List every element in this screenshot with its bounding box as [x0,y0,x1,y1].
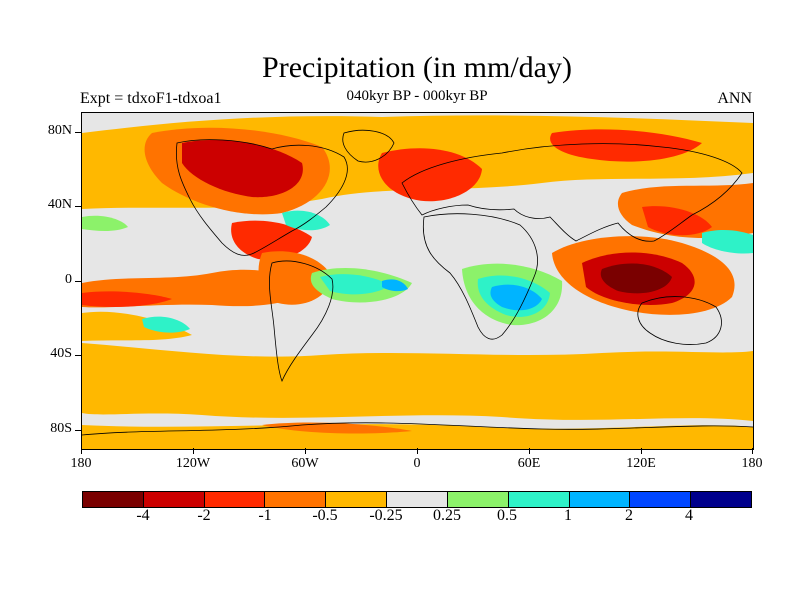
colorbar-label-7: 0.5 [497,507,517,524]
season-label: ANN [717,90,752,107]
south-atlantic-strong-wetting [320,274,390,295]
lon-tick-mark-60w [305,448,306,454]
lon-tick-0: 0 [413,456,421,471]
coastline-africa [422,213,538,340]
west-pacific-drying [642,206,712,236]
lon-tick-mark-180w [81,448,82,454]
colorbar-swatch-6 [387,492,448,507]
north-atlantic-wetting [282,210,330,231]
lon-tick-120e: 120E [626,456,656,471]
lat-tick-0: 0 [65,272,72,287]
lat-tick-40n: 40N [47,197,72,212]
west-pacific-wetting [702,229,753,254]
colorbar-label-5: -0.25 [369,507,403,524]
siberia-drying [550,129,702,162]
lat-tick-40s: 40S [50,346,72,361]
lon-tick-mark-180e [752,448,753,454]
lon-tick-120w: 120W [175,456,211,471]
colorbar-swatch-4 [265,492,327,507]
tropical-atlantic-wetting [382,279,408,292]
colorbar-swatch-5 [326,492,388,507]
south-pacific-wetting [142,316,190,333]
lat-tick-mark-40s [75,355,81,356]
lon-tick-60e: 60E [517,456,541,471]
colorbar [82,491,752,508]
colorbar-label-6: 0.25 [433,507,461,524]
experiment-label: Expt = tdxoF1-tdxoa1 [80,90,222,107]
coastline-eurasia [401,143,743,242]
colorbar-swatch-7 [447,492,509,507]
coastline-south-america [269,260,334,383]
lat-tick-mark-80n [75,132,81,133]
colorbar-label-1: -4 [136,507,150,524]
south-america-drying [258,251,332,305]
lat-tick-mark-40n [75,206,81,207]
coastline-australia [637,296,722,345]
lon-tick-mark-120w [193,448,194,454]
southeast-pacific-drying [82,311,192,341]
coastline-north-america [175,139,348,256]
colorbar-label-10: 4 [685,507,693,524]
north-pacific-wetting [82,215,128,231]
colorbar-label-2: -2 [197,507,211,524]
lat-tick-mark-0 [75,281,81,282]
indian-ocean-strong-wetting [490,284,542,311]
lat-tick-mark-80s [75,430,81,431]
map-title: Precipitation (in mm/day) [262,51,572,84]
eastern-pacific-strong-drying [82,291,172,307]
colorbar-swatch-8 [508,492,570,507]
colorbar-swatch-10 [630,492,692,507]
southern-ocean-drying-band [82,343,753,421]
colorbar-swatch-2 [143,492,205,507]
lon-tick-mark-0 [417,448,418,454]
colorbar-label-3: -1 [258,507,272,524]
lat-tick-80s: 80S [50,421,72,436]
colorbar-swatch-11 [691,492,751,507]
maritime-continent-extreme-drying [600,263,672,294]
coastline-antarctica [82,422,753,436]
colorbar-swatch-9 [569,492,631,507]
precipitation-field [82,115,753,449]
precipitation-map [81,112,754,450]
colorbar-swatch-1 [83,492,144,507]
lon-tick-180w: 180 [70,456,92,471]
colorbar-swatch-3 [204,492,266,507]
colorbar-label-8: 1 [564,507,572,524]
antarctic-drying-band [82,424,753,449]
lon-tick-mark-60e [529,448,530,454]
coastline-greenland [342,129,395,163]
lon-tick-60w: 60W [291,456,319,471]
central-america-drying [231,220,312,260]
north-america-strong-drying [182,139,303,198]
period-label: 040kyr BP - 000kyr BP [346,88,488,104]
lon-tick-180e: 180 [741,456,763,471]
lat-tick-80n: 80N [47,123,72,138]
colorbar-label-4: -0.5 [312,507,338,524]
lon-tick-mark-120e [641,448,642,454]
colorbar-label-9: 2 [625,507,633,524]
